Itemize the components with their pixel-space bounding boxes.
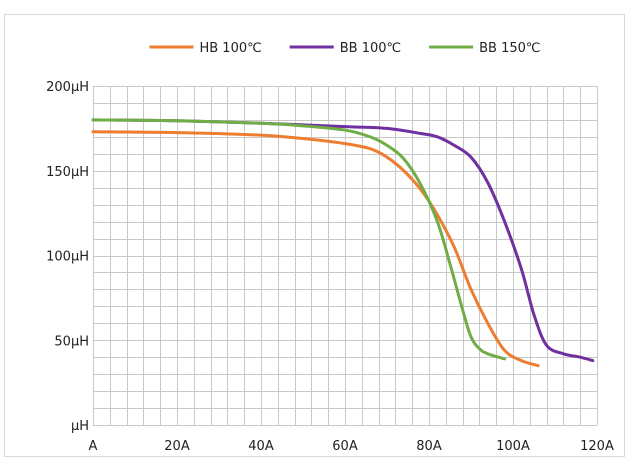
y-tick-label: 200μH bbox=[46, 80, 89, 95]
x-tick-label: 80A bbox=[416, 439, 442, 454]
x-tick-label: 60A bbox=[332, 439, 358, 454]
x-tick-label: 40A bbox=[248, 439, 274, 454]
y-tick-label: μH bbox=[71, 419, 89, 434]
legend-label: HB 100℃ bbox=[199, 41, 261, 56]
legend: HB 100℃ BB 100℃ BB 150℃ bbox=[149, 41, 541, 56]
y-tick-label: 100μH bbox=[46, 250, 89, 265]
series-layer bbox=[91, 118, 595, 368]
series-line-hb-100c bbox=[91, 130, 540, 368]
y-tick-label: 50μH bbox=[54, 334, 89, 349]
legend-label: BB 150℃ bbox=[479, 41, 540, 56]
x-tick-label: 20A bbox=[164, 439, 190, 454]
legend-label: BB 100℃ bbox=[340, 41, 401, 56]
x-tick-label: 100A bbox=[496, 439, 530, 454]
x-tick-label: A bbox=[89, 439, 98, 454]
series-line-bb-150c bbox=[91, 118, 507, 361]
y-tick-label: 150μH bbox=[46, 165, 89, 180]
x-tick-label: 120A bbox=[580, 439, 614, 454]
chart-frame bbox=[4, 14, 625, 457]
plot-grid bbox=[93, 86, 598, 426]
tick-labels: A 20A 40A 60A 80A 100A 120A μH 50μH 100μH 150μH 200… bbox=[46, 80, 614, 454]
